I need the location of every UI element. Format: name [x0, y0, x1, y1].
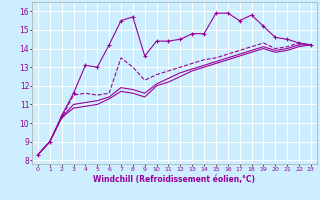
X-axis label: Windchill (Refroidissement éolien,°C): Windchill (Refroidissement éolien,°C): [93, 175, 255, 184]
